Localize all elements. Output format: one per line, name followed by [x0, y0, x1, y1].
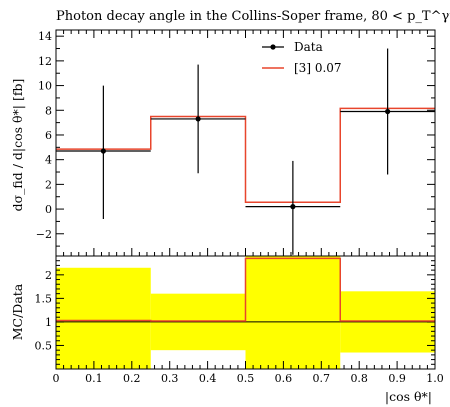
uncertainty-band — [56, 256, 435, 369]
main-panel: −2 0 2 4 6 8 10 12 14 dσ_fid / d|cos θ*| [fb] — [10, 29, 436, 257]
data-point — [290, 204, 296, 210]
main-y-tick-label: 4 — [45, 154, 52, 167]
x-tick-label: 0.4 — [199, 372, 217, 385]
main-series — [56, 48, 435, 255]
legend-data-marker — [270, 44, 276, 50]
main-y-tick-label: 2 — [45, 178, 52, 191]
chart-title: Photon decay angle in the Collins-Soper … — [56, 9, 450, 24]
main-y-axis-label: dσ_fid / d|cos θ*| [fb] — [10, 79, 25, 212]
main-y-tick-label: 12 — [38, 55, 52, 68]
ratio-y-tick-label: 1.5 — [35, 292, 53, 305]
x-tick-label: 0.2 — [123, 372, 141, 385]
main-y-tick-label: 8 — [45, 104, 52, 117]
x-tick-label: 0.3 — [161, 372, 179, 385]
data-point — [100, 148, 106, 154]
main-y-tick-label: 6 — [45, 129, 52, 142]
x-tick-label: 0.7 — [313, 372, 331, 385]
ratio-y-axis-label: MC/Data — [10, 283, 25, 340]
model-step-line — [56, 107, 435, 204]
main-y-tick-label: 14 — [38, 30, 52, 43]
x-tick-label: 0.8 — [350, 372, 368, 385]
x-tick-label: 0.9 — [388, 372, 406, 385]
x-tick-label: 0 — [53, 372, 60, 385]
x-axis-label: |cos θ*| — [385, 389, 432, 404]
uncertainty-band-bin — [56, 267, 151, 369]
ratio-y-tick-label: 1 — [45, 316, 52, 329]
legend: Data [3] 0.07 — [262, 40, 342, 75]
data-point — [385, 108, 391, 115]
x-tick-label: 1.0 — [426, 372, 444, 385]
main-y-ticks: −2 0 2 4 6 8 10 12 14 — [36, 30, 435, 247]
legend-data-label: Data — [294, 40, 323, 54]
ratio-step-line — [56, 257, 435, 322]
legend-model-label: [3] 0.07 — [294, 61, 342, 75]
ratio-y-tick-label: 2 — [45, 269, 52, 282]
uncertainty-band-bin — [245, 256, 341, 369]
ratio-series — [56, 257, 435, 323]
main-y-tick-label: −2 — [36, 228, 52, 241]
main-y-tick-label: 10 — [38, 80, 52, 93]
x-tick-label: 0.6 — [275, 372, 293, 385]
ratio-panel: 0.5 1 1.5 2 0 0.1 0.2 0.3 0.4 0.5 0.6 0.7 0.8 0.9 1.0… — [10, 30, 444, 404]
x-tick-label: 0.5 — [237, 372, 255, 385]
x-tick-label: 0.1 — [85, 372, 103, 385]
main-y-tick-label: 0 — [45, 203, 52, 216]
data-point — [195, 116, 201, 122]
x-ticks: 0 0.1 0.2 0.3 0.4 0.5 0.6 0.7 0.8 0.9 1.0 — [53, 30, 444, 385]
ratio-y-tick-label: 0.5 — [35, 339, 53, 352]
ratio-y-ticks: 0.5 1 1.5 2 — [35, 260, 435, 365]
